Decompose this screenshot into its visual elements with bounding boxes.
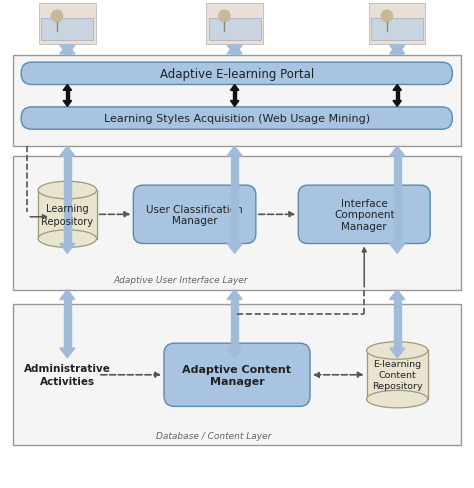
Polygon shape [366,351,428,399]
Polygon shape [60,348,75,358]
Circle shape [381,11,392,23]
Polygon shape [64,46,71,55]
Bar [206,4,263,45]
Polygon shape [64,157,71,244]
Polygon shape [60,147,75,157]
Polygon shape [396,91,399,102]
Polygon shape [60,45,75,55]
Text: Adaptive User Interface Layer: Adaptive User Interface Layer [113,275,248,285]
Polygon shape [60,244,75,254]
Polygon shape [233,91,237,102]
FancyBboxPatch shape [164,344,310,407]
FancyBboxPatch shape [133,186,256,244]
Ellipse shape [38,230,97,248]
Text: Adaptive Content
Manager: Adaptive Content Manager [182,364,292,386]
Polygon shape [390,45,405,55]
Circle shape [51,11,63,23]
Polygon shape [64,300,71,348]
Polygon shape [394,157,401,244]
Ellipse shape [366,342,428,360]
Polygon shape [390,147,405,157]
Polygon shape [393,85,401,91]
Polygon shape [390,244,405,254]
Polygon shape [227,244,242,254]
Polygon shape [66,91,69,102]
Polygon shape [227,45,242,55]
Polygon shape [231,157,238,244]
Bar [41,19,93,41]
Bar [13,305,461,446]
Circle shape [219,11,230,23]
Polygon shape [230,102,239,107]
FancyBboxPatch shape [21,108,452,130]
Polygon shape [63,102,72,107]
Polygon shape [63,85,72,91]
Text: Adaptive E-learning Portal: Adaptive E-learning Portal [160,68,314,81]
Bar [13,157,461,290]
FancyBboxPatch shape [21,63,452,85]
Bar [369,4,426,45]
Polygon shape [231,46,238,55]
Polygon shape [60,46,75,56]
FancyBboxPatch shape [298,186,430,244]
Polygon shape [390,46,405,56]
Polygon shape [227,290,242,300]
Ellipse shape [366,390,428,408]
Text: Interface
Component
Manager: Interface Component Manager [334,198,394,231]
Polygon shape [227,348,242,358]
Polygon shape [390,290,405,300]
Polygon shape [393,102,401,107]
Polygon shape [390,348,405,358]
Polygon shape [38,191,97,239]
Polygon shape [394,46,401,55]
Bar [39,4,96,45]
Polygon shape [227,46,242,56]
Ellipse shape [38,182,97,200]
Text: E-learning
Content
Repository: E-learning Content Repository [372,360,422,390]
Polygon shape [227,147,242,157]
Polygon shape [60,290,75,300]
Bar [13,56,461,147]
Text: User Classification
Manager: User Classification Manager [146,204,243,225]
Bar [209,19,261,41]
Polygon shape [230,85,239,91]
Bar [371,19,423,41]
Polygon shape [394,300,401,348]
Text: Learning
Repository: Learning Repository [41,203,93,226]
Text: Database / Content Layer: Database / Content Layer [156,431,271,441]
Text: Administrative
Activities: Administrative Activities [24,364,111,386]
Text: Learning Styles Acquisition (Web Usage Mining): Learning Styles Acquisition (Web Usage M… [104,114,370,124]
Polygon shape [231,300,238,348]
